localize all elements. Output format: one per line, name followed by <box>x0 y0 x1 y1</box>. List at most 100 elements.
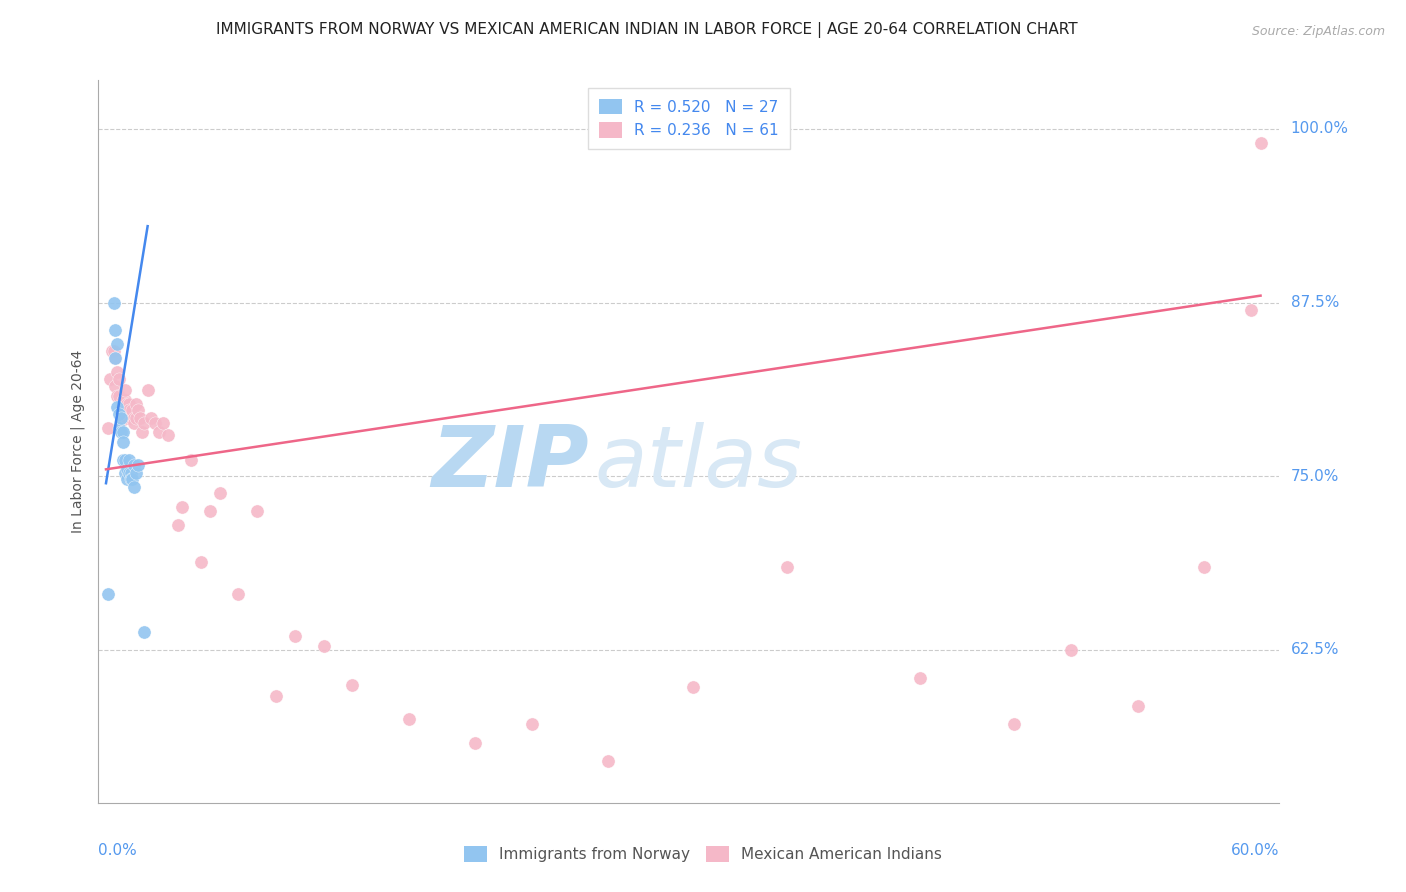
Point <box>284 629 307 643</box>
Point <box>115 472 138 486</box>
Point <box>104 379 127 393</box>
Text: Source: ZipAtlas.com: Source: ZipAtlas.com <box>1251 25 1385 38</box>
Point <box>1192 559 1215 574</box>
Point <box>105 365 128 379</box>
Point <box>464 736 486 750</box>
Text: 87.5%: 87.5% <box>1291 295 1339 310</box>
Point <box>114 467 136 481</box>
Point <box>108 407 131 421</box>
Point <box>114 452 136 467</box>
Text: 0.0%: 0.0% <box>98 843 138 857</box>
Point <box>98 372 121 386</box>
Point <box>105 400 128 414</box>
Point <box>114 383 136 397</box>
Point <box>120 467 142 481</box>
Point <box>180 452 202 467</box>
Point <box>127 458 149 472</box>
Point <box>120 472 142 486</box>
Text: ZIP: ZIP <box>430 422 589 505</box>
Point <box>596 754 619 768</box>
Point <box>246 504 269 518</box>
Point <box>108 372 131 386</box>
Point <box>110 402 132 417</box>
Point <box>1250 136 1272 150</box>
Point <box>118 402 141 417</box>
Point <box>124 417 146 431</box>
Legend: Immigrants from Norway, Mexican American Indians: Immigrants from Norway, Mexican American… <box>458 840 948 868</box>
Point <box>170 500 193 514</box>
Point <box>97 587 120 601</box>
Point <box>108 389 131 403</box>
Point <box>131 425 153 439</box>
Point <box>132 417 155 431</box>
Point <box>908 671 931 685</box>
Point <box>121 472 143 486</box>
Point <box>520 716 543 731</box>
Point <box>104 351 127 366</box>
Point <box>125 467 148 481</box>
Point <box>118 397 141 411</box>
Point <box>112 452 135 467</box>
Point <box>112 392 135 407</box>
Point <box>127 402 149 417</box>
Point <box>105 337 128 351</box>
Text: atlas: atlas <box>595 422 803 505</box>
Point <box>103 295 125 310</box>
Point <box>124 458 146 472</box>
Point <box>115 397 138 411</box>
Point <box>190 556 212 570</box>
Point <box>141 411 163 425</box>
Point <box>97 420 120 434</box>
Point <box>228 587 250 601</box>
Point <box>266 689 288 703</box>
Point <box>157 427 180 442</box>
Point <box>167 517 190 532</box>
Point <box>1004 716 1026 731</box>
Y-axis label: In Labor Force | Age 20-64: In Labor Force | Age 20-64 <box>70 350 84 533</box>
Point <box>125 397 148 411</box>
Point <box>105 389 128 403</box>
Text: 60.0%: 60.0% <box>1232 843 1279 857</box>
Point <box>1240 302 1263 317</box>
Point <box>148 425 170 439</box>
Point <box>312 639 335 653</box>
Point <box>110 414 132 428</box>
Point <box>398 713 420 727</box>
Text: IMMIGRANTS FROM NORWAY VS MEXICAN AMERICAN INDIAN IN LABOR FORCE | AGE 20-64 COR: IMMIGRANTS FROM NORWAY VS MEXICAN AMERIC… <box>217 22 1077 38</box>
Point <box>1060 643 1083 657</box>
Point <box>208 486 231 500</box>
Point <box>110 425 132 439</box>
Text: 75.0%: 75.0% <box>1291 469 1339 483</box>
Point <box>340 678 363 692</box>
Point <box>198 504 221 518</box>
Point <box>100 344 122 359</box>
Legend: R = 0.520   N = 27, R = 0.236   N = 61: R = 0.520 N = 27, R = 0.236 N = 61 <box>588 88 790 149</box>
Point <box>108 420 131 434</box>
Point <box>120 411 142 425</box>
Point <box>114 392 136 407</box>
Point <box>682 681 704 695</box>
Point <box>1126 698 1149 713</box>
Point <box>125 411 148 425</box>
Point <box>136 383 159 397</box>
Point <box>110 411 132 425</box>
Point <box>124 480 146 494</box>
Point <box>118 452 141 467</box>
Text: 62.5%: 62.5% <box>1291 642 1339 657</box>
Point <box>124 411 146 425</box>
Point <box>121 402 143 417</box>
Point <box>132 624 155 639</box>
Text: 100.0%: 100.0% <box>1291 121 1348 136</box>
Point <box>112 425 135 439</box>
Point <box>104 323 127 337</box>
Point <box>112 411 135 425</box>
Point <box>103 344 125 359</box>
Point <box>115 462 138 476</box>
Point <box>115 411 138 425</box>
Point <box>152 417 174 431</box>
Point <box>104 351 127 366</box>
Point <box>143 417 166 431</box>
Point <box>118 467 141 481</box>
Point <box>776 559 799 574</box>
Point <box>112 434 135 449</box>
